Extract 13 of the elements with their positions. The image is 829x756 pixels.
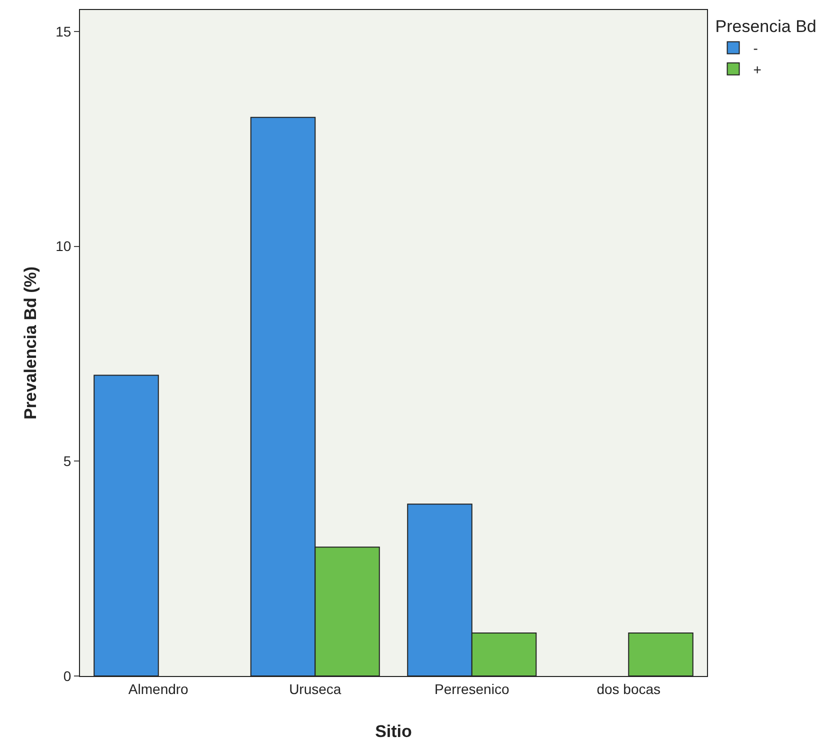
x-tick-label: Almendro xyxy=(128,680,189,697)
legend-label: - xyxy=(753,40,758,56)
legend-title: Presencia Bd xyxy=(715,17,816,36)
y-axis-title: Prevalencia Bd (%) xyxy=(21,266,40,420)
legend-label: + xyxy=(753,61,762,78)
x-tick-label: dos bocas xyxy=(596,680,661,697)
y-tick-label: 5 xyxy=(63,453,72,470)
x-tick-label: Uruseca xyxy=(289,680,342,697)
x-axis-title: Sitio xyxy=(375,722,412,741)
y-tick-label: 0 xyxy=(63,668,72,684)
y-tick-label: 15 xyxy=(56,23,72,40)
y-tick-label: 10 xyxy=(56,238,72,254)
x-tick-label: Perresenico xyxy=(434,680,510,697)
